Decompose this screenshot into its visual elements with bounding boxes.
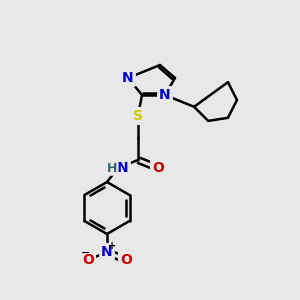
Text: S: S <box>133 109 143 123</box>
Text: +: + <box>108 241 116 251</box>
Text: H: H <box>107 161 117 175</box>
Text: O: O <box>82 253 94 267</box>
Text: N: N <box>101 245 113 259</box>
Text: N: N <box>117 161 129 175</box>
Text: N: N <box>159 88 171 102</box>
Text: O: O <box>152 161 164 175</box>
Text: N: N <box>122 71 134 85</box>
Text: −: − <box>81 248 91 258</box>
Text: O: O <box>120 253 132 267</box>
